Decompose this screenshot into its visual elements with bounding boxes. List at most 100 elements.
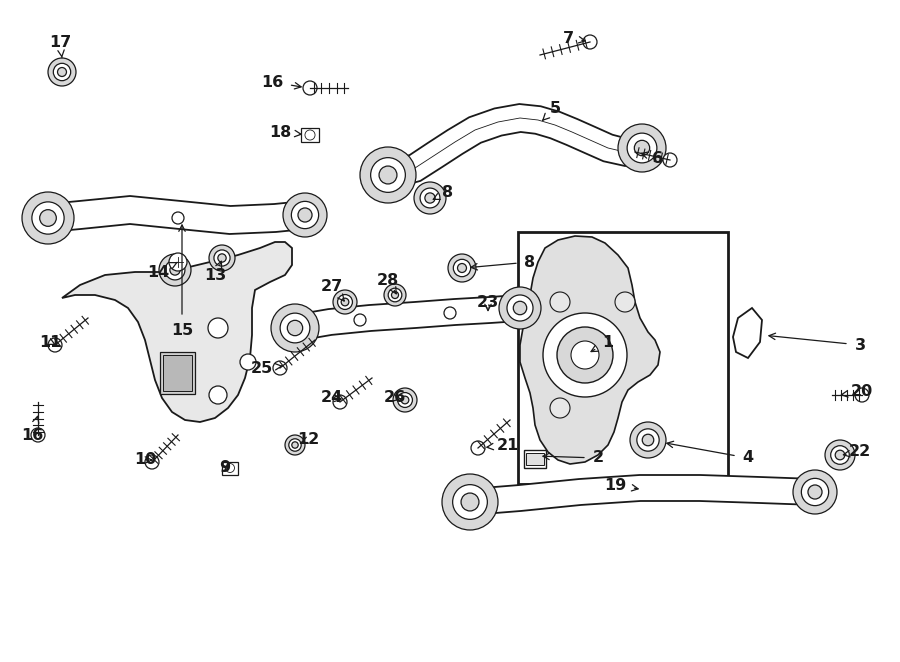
Circle shape — [793, 470, 837, 514]
Circle shape — [285, 435, 305, 455]
Text: 1: 1 — [591, 334, 614, 352]
Circle shape — [303, 81, 317, 95]
Circle shape — [360, 147, 416, 203]
Circle shape — [289, 439, 302, 451]
Circle shape — [354, 314, 366, 326]
Circle shape — [457, 263, 466, 273]
Circle shape — [643, 434, 653, 446]
Text: 14: 14 — [147, 262, 177, 279]
Text: 23: 23 — [477, 295, 500, 310]
Circle shape — [583, 35, 597, 49]
Bar — [160, 352, 195, 394]
Circle shape — [209, 386, 227, 404]
Circle shape — [40, 210, 57, 226]
Circle shape — [292, 201, 319, 228]
Circle shape — [420, 188, 440, 208]
Circle shape — [305, 130, 315, 140]
Circle shape — [425, 193, 435, 203]
Text: 16: 16 — [21, 416, 43, 442]
Text: 2: 2 — [543, 451, 604, 465]
Circle shape — [461, 493, 479, 511]
Bar — [222, 461, 238, 475]
Polygon shape — [520, 236, 660, 464]
Circle shape — [507, 295, 533, 321]
Circle shape — [571, 341, 599, 369]
Circle shape — [287, 320, 302, 336]
Circle shape — [58, 68, 67, 77]
Text: 6: 6 — [642, 150, 663, 166]
Polygon shape — [62, 242, 292, 422]
Circle shape — [444, 307, 456, 319]
Circle shape — [801, 479, 829, 506]
Circle shape — [398, 393, 412, 407]
Circle shape — [208, 318, 228, 338]
Circle shape — [513, 301, 526, 314]
Circle shape — [218, 254, 226, 262]
Circle shape — [48, 338, 62, 352]
Text: 20: 20 — [842, 385, 873, 399]
Circle shape — [145, 455, 159, 469]
Circle shape — [401, 396, 409, 404]
Circle shape — [170, 265, 180, 275]
Text: 24: 24 — [321, 391, 343, 406]
Circle shape — [338, 295, 353, 309]
Circle shape — [214, 250, 230, 266]
Circle shape — [808, 485, 822, 499]
Text: 4: 4 — [667, 442, 753, 465]
Text: 3: 3 — [769, 333, 866, 352]
Circle shape — [333, 290, 357, 314]
Circle shape — [341, 298, 349, 306]
Text: 17: 17 — [49, 34, 71, 58]
Circle shape — [637, 429, 659, 451]
Circle shape — [393, 388, 417, 412]
Circle shape — [31, 428, 45, 442]
Bar — [301, 128, 319, 142]
Circle shape — [831, 446, 850, 464]
Text: 10: 10 — [134, 453, 156, 467]
Polygon shape — [292, 295, 521, 341]
Bar — [524, 450, 546, 468]
Circle shape — [273, 361, 287, 375]
Circle shape — [855, 388, 869, 402]
Polygon shape — [47, 196, 306, 234]
Text: 21: 21 — [487, 438, 519, 453]
Text: 8: 8 — [471, 254, 536, 270]
Text: 22: 22 — [843, 444, 871, 459]
Circle shape — [471, 441, 485, 455]
Text: 9: 9 — [220, 461, 230, 475]
Circle shape — [165, 260, 184, 280]
Bar — [526, 453, 544, 465]
Text: 11: 11 — [39, 334, 61, 350]
Circle shape — [271, 304, 319, 352]
Circle shape — [226, 463, 235, 473]
Circle shape — [543, 313, 627, 397]
Circle shape — [298, 208, 312, 222]
Polygon shape — [384, 104, 645, 189]
Circle shape — [630, 422, 666, 458]
Circle shape — [379, 166, 397, 184]
Circle shape — [448, 254, 476, 282]
Circle shape — [618, 124, 666, 172]
Circle shape — [22, 192, 74, 244]
Circle shape — [550, 398, 570, 418]
Circle shape — [392, 291, 399, 299]
Circle shape — [292, 442, 298, 448]
Text: 16: 16 — [261, 75, 302, 89]
Circle shape — [388, 288, 401, 302]
Circle shape — [371, 158, 405, 193]
Circle shape — [414, 182, 446, 214]
Circle shape — [499, 287, 541, 329]
Circle shape — [454, 260, 471, 277]
Bar — [163, 355, 192, 391]
Text: 12: 12 — [297, 432, 320, 448]
Circle shape — [835, 450, 845, 460]
Circle shape — [172, 212, 184, 224]
Polygon shape — [469, 475, 815, 515]
Text: 18: 18 — [269, 124, 302, 140]
Circle shape — [615, 292, 635, 312]
Circle shape — [333, 395, 347, 409]
Circle shape — [283, 193, 327, 237]
Circle shape — [32, 202, 64, 234]
Circle shape — [825, 440, 855, 470]
Circle shape — [550, 292, 570, 312]
